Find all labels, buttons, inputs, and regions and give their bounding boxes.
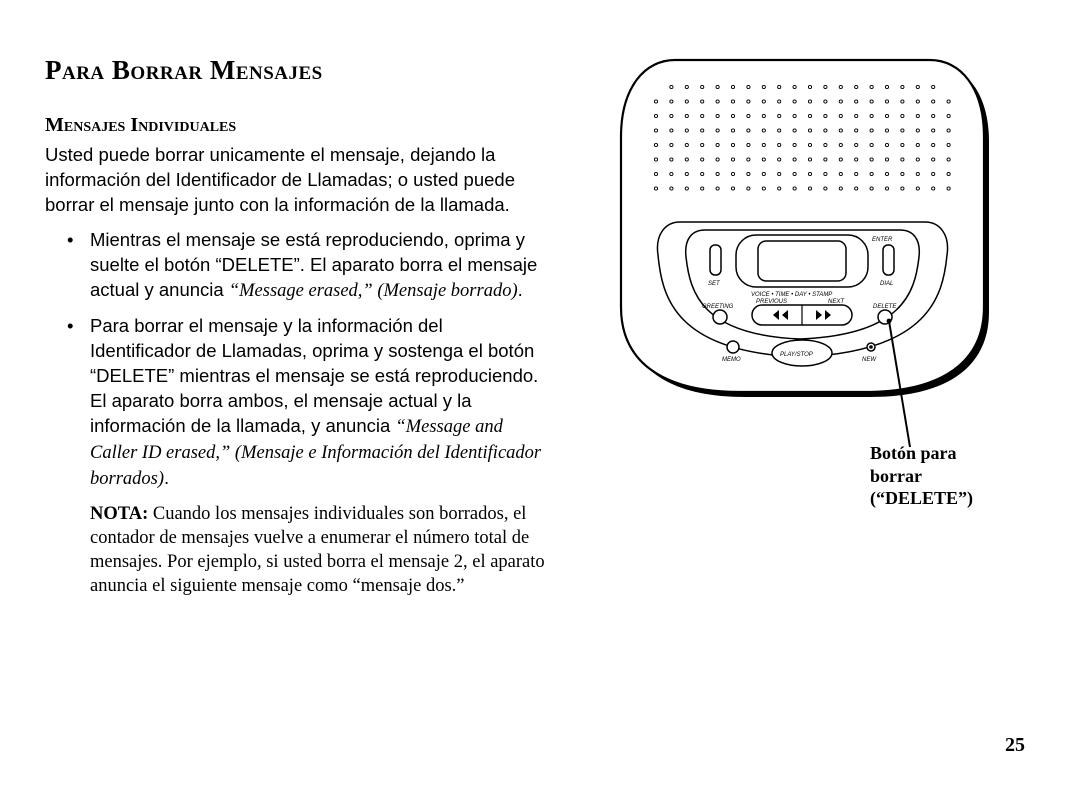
lbl-next: NEXT [828,299,845,305]
bullet-item-1: Mientras el mensaje se está reproduciend… [45,228,545,304]
bullet-item-2: Para borrar el mensaje y la información … [45,314,545,492]
lbl-playstop: PLAY/STOP [780,352,813,358]
note-paragraph: NOTA: Cuando los mensajes individuales s… [45,502,545,598]
page-number: 25 [1005,734,1025,757]
lbl-enter: ENTER [872,237,893,243]
note-label: NOTA: [90,504,148,524]
bullet2-text-c: . [164,467,169,488]
note-body: Cuando los mensajes individuales son bor… [90,504,545,596]
callout-delete: Botón para borrar (“DELETE”) [870,442,1000,510]
lbl-set: SET [708,281,721,287]
bullet1-text-c: . [518,279,523,300]
callout-line2: (“DELETE”) [870,488,973,508]
lbl-dial: DIAL [880,281,893,287]
device-illustration: ENTER SET DIAL VOICE • TIME • DAY • STAM… [610,57,1000,482]
lbl-vstamp: VOICE • TIME • DAY • STAMP [751,292,832,298]
lbl-greeting: GREETING [702,304,734,310]
callout-line1: Botón para borrar [870,443,957,486]
page-title: Para Borrar Mensajes [45,55,545,86]
lbl-delete: DELETE [873,304,897,310]
lbl-new: NEW [862,357,877,363]
bullet1-italic: “Message erased,” (Mensaje borrado) [229,281,518,301]
intro-paragraph: Usted puede borrar unicamente el mensaje… [45,143,545,218]
lbl-previous: PREVIOUS [756,299,787,305]
section-subtitle: Mensajes Individuales [45,114,545,137]
lbl-memo: MEMO [722,357,741,363]
